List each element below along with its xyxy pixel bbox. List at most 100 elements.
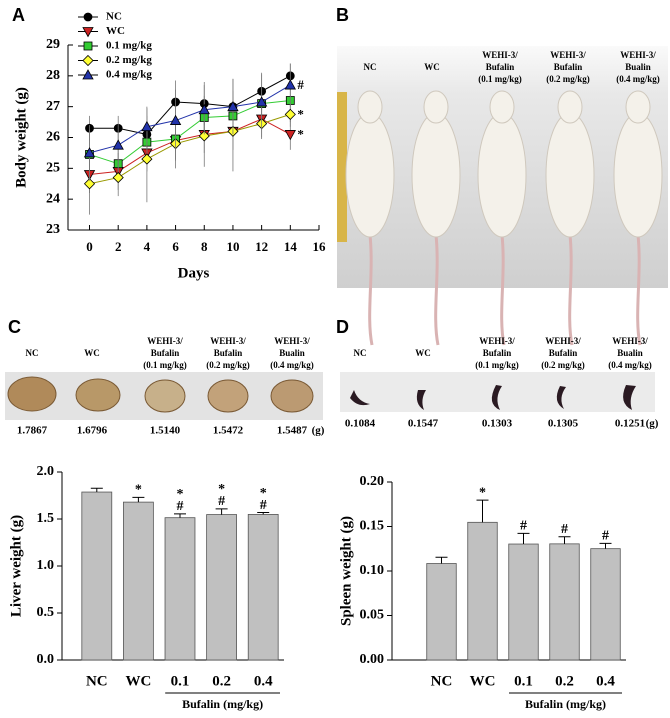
marker [141, 153, 153, 165]
error-bar [517, 532, 530, 545]
photo-label: (0.1 mg/kg) [143, 360, 187, 370]
y-tick-label: 1.0 [37, 558, 55, 573]
photo-label: WC [415, 348, 431, 358]
significance-label: # [602, 529, 609, 544]
x-tick-label: 0.2 [555, 673, 574, 689]
y-tick-label: 0.5 [37, 605, 55, 620]
organ-weight: 0.1547 [408, 418, 439, 430]
weight-unit: (g) [312, 425, 325, 437]
photo-label: (0.4 mg/kg) [616, 74, 660, 84]
significance-label: * [218, 482, 225, 497]
marker [169, 114, 182, 125]
x-tick-label: 0.4 [596, 673, 615, 689]
y-axis-title: Body weight (g) [13, 87, 29, 188]
bar [123, 501, 154, 661]
error-bar [215, 508, 228, 515]
y-tick-label: 0.10 [360, 563, 385, 578]
marker [83, 178, 96, 190]
x-tick-label: 0.4 [254, 673, 273, 689]
bar [206, 514, 237, 661]
marker [284, 108, 296, 120]
photo-label: WC [84, 348, 100, 358]
photo-label: WEHI-3/ [612, 336, 648, 346]
y-tick-label: 27 [46, 99, 60, 114]
significance-label: * [479, 485, 486, 500]
photo-label: (0.2 mg/kg) [206, 360, 250, 370]
significance-label: * [260, 486, 267, 501]
significance-label: # [177, 499, 184, 514]
error-bar [599, 542, 612, 549]
bar [590, 548, 621, 661]
panel-label: D [336, 317, 349, 337]
y-axis-title: Spleen weight (g) [338, 516, 354, 626]
photo-label: NC [26, 348, 39, 358]
significance-label: # [520, 519, 527, 534]
error-bar [174, 513, 186, 518]
significance-label: * [297, 126, 304, 141]
photo-label: Bufalin [483, 348, 512, 358]
photo-label: WEHI-3/ [210, 336, 246, 346]
photo-label: WEHI-3/ [147, 336, 183, 346]
x-tick-label: 16 [313, 239, 327, 254]
photo-label: (0.4 mg/kg) [270, 360, 314, 370]
error-bar [132, 496, 145, 503]
marker [284, 130, 296, 141]
significance-label: # [561, 522, 568, 537]
organ-weight: 1.6796 [77, 425, 108, 437]
y-tick-label: 23 [46, 222, 60, 237]
y-tick-label: 0.05 [360, 608, 385, 623]
bar [247, 514, 279, 661]
y-axis-title: Liver weight (g) [8, 515, 24, 617]
photo-label: (0.1 mg/kg) [475, 360, 519, 370]
photo-d [340, 372, 655, 412]
marker [284, 79, 296, 90]
x-tick-label: 6 [172, 239, 179, 254]
y-tick-label: 1.5 [37, 511, 55, 526]
y-tick-label: 29 [46, 37, 60, 52]
y-tick-label: 0.20 [360, 474, 385, 489]
error-bar [257, 512, 270, 515]
marker [141, 120, 153, 132]
photo-label: (0.4 mg/kg) [608, 360, 652, 370]
y-tick-label: 0.0 [37, 652, 55, 667]
x-tick-label: 0 [86, 239, 93, 254]
marker [112, 139, 124, 150]
y-tick-label: 0.15 [360, 519, 385, 534]
marker [82, 27, 94, 38]
bar [549, 543, 580, 661]
series-line [89, 75, 291, 135]
y-tick-label: 0.00 [360, 652, 385, 667]
photo-label: (0.1 mg/kg) [478, 74, 522, 84]
marker [227, 100, 239, 112]
significance-label: # [297, 77, 304, 92]
legend-label: WC [106, 25, 125, 37]
photo-label: Bualin [617, 348, 643, 358]
legend-label: 0.1 mg/kg [106, 40, 152, 52]
error-bar [90, 487, 103, 493]
legend-label: 0.4 mg/kg [106, 69, 152, 81]
photo-label: (0.2 mg/kg) [541, 360, 585, 370]
x-tick-label: NC [86, 673, 108, 689]
x-tick-label: 8 [201, 239, 208, 254]
significance-label: # [260, 498, 267, 513]
organ-weight: 0.1303 [482, 418, 513, 430]
organ-weight: 0.1305 [548, 418, 579, 430]
marker [255, 96, 268, 107]
bar [508, 543, 539, 661]
organ-weight: 0.1251 [615, 418, 645, 430]
panel-label: B [336, 5, 349, 25]
legend-label: NC [106, 11, 122, 23]
bar [467, 521, 498, 661]
marker [112, 172, 124, 184]
legend-label: 0.2 mg/kg [106, 54, 152, 66]
significance-label: * [135, 483, 142, 498]
x-tick-label: 12 [255, 239, 268, 254]
marker [83, 41, 93, 51]
y-tick-label: 28 [46, 68, 60, 83]
y-tick-label: 26 [46, 130, 60, 145]
group-label: Bufalin (mg/kg) [525, 697, 606, 711]
error-bar [476, 499, 489, 523]
marker [198, 130, 210, 142]
photo-label: Bufalin [549, 348, 578, 358]
